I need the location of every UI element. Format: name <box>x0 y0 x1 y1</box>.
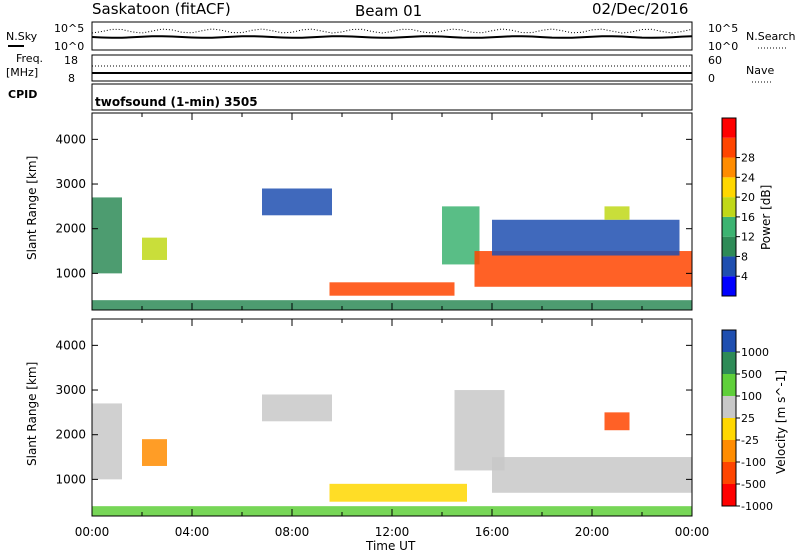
noise-tick-low-left: 10^0 <box>54 40 84 53</box>
velocity-region-1 <box>142 439 167 466</box>
y-tick-label-3: 4000 <box>55 132 86 146</box>
velocity-ylabel: Slant Range [km] <box>25 362 39 466</box>
station-title: Saskatoon (fitACF) <box>92 0 231 18</box>
noise-tick-high-right: 10^5 <box>708 22 738 35</box>
colorbar-swatch-5 <box>722 177 736 198</box>
power-ylabel: Slant Range [km] <box>25 156 39 260</box>
power-colorbar-label: Power [dB] <box>759 185 773 250</box>
power-axes: 1000 2000 3000 4000 <box>55 113 693 310</box>
velocity-region-5 <box>492 457 692 493</box>
noise-panel <box>91 21 693 51</box>
colorbar-swatch-3 <box>722 396 736 418</box>
freq-label: Freq. <box>16 52 43 65</box>
x-tick-label-3: 12:00 <box>375 525 410 539</box>
x-tick-label-0: 00:00 <box>75 525 110 539</box>
colorbar-swatch-8 <box>722 118 736 138</box>
y-tick-label-3: 4000 <box>55 338 86 352</box>
colorbar-tick-label-1: 8 <box>741 250 748 263</box>
colorbar-swatch-6 <box>722 157 736 178</box>
freq-tick-low: 8 <box>68 72 75 85</box>
x-axis-label: Time UT <box>365 539 416 553</box>
y-tick-label-1: 2000 <box>55 428 86 442</box>
velocity-colorbar: 1000 500 100 25 -25 -100 -500 -1000 <box>721 329 773 513</box>
x-tick-label-6: 00:00 <box>675 525 710 539</box>
colorbar-swatch-5 <box>722 440 736 462</box>
nsky-label: N.Sky <box>6 30 38 43</box>
nsearch-label: N.Search <box>746 30 796 43</box>
power-region-0 <box>92 197 122 274</box>
colorbar-tick-label-3: 16 <box>741 211 755 224</box>
nave-label: Nave <box>746 64 774 77</box>
x-tick-label-4: 16:00 <box>475 525 510 539</box>
colorbar-tick-label-5: -100 <box>741 456 766 469</box>
colorbar-tick-label-0: 1000 <box>741 346 769 359</box>
cpid-panel <box>91 83 693 111</box>
power-cells <box>92 188 692 310</box>
noise-tick-high-left: 10^5 <box>54 22 84 35</box>
freq-panel <box>91 54 693 82</box>
freq-unit: [MHz] <box>6 66 38 79</box>
power-region-3 <box>329 282 455 296</box>
x-tick-labels: 00:00 04:00 08:00 12:00 16:00 20:00 00:00 <box>75 525 710 539</box>
colorbar-frame <box>721 117 737 297</box>
velocity-axes: 1000 2000 3000 4000 <box>55 319 693 516</box>
colorbar-swatch-1 <box>722 352 736 374</box>
date-title: 02/Dec/2016 <box>592 0 688 18</box>
colorbar-swatch-7 <box>722 137 736 158</box>
colorbar-swatch-0 <box>722 330 736 352</box>
power-colorbar: 4 8 12 16 20 24 28 <box>721 117 755 297</box>
colorbar-swatch-1 <box>722 256 736 277</box>
velocity-region-6 <box>604 412 630 431</box>
power-region-7 <box>604 206 630 220</box>
velocity-colorbar-label: Velocity [m s^-1] <box>774 370 788 474</box>
x-tick-label-5: 20:00 <box>575 525 610 539</box>
colorbar-swatch-7 <box>722 484 736 506</box>
nave-tick-high: 60 <box>708 54 722 67</box>
power-region-5 <box>474 251 692 287</box>
velocity-region-0 <box>92 403 122 480</box>
velocity-cells <box>92 390 692 516</box>
nave-tick-low: 0 <box>708 72 715 85</box>
colorbar-swatch-2 <box>722 374 736 396</box>
colorbar-tick-label-6: 28 <box>741 152 755 165</box>
colorbar-swatch-0 <box>722 276 736 296</box>
colorbar-tick-label-2: 12 <box>741 231 755 244</box>
colorbar-swatch-6 <box>722 462 736 484</box>
freq-tick-high: 18 <box>64 54 78 67</box>
nsky-line <box>91 35 693 39</box>
power-region-2 <box>262 188 332 216</box>
power-region-1 <box>142 237 167 260</box>
colorbar-tick-label-5: 24 <box>741 171 755 184</box>
beam-title: Beam 01 <box>355 2 422 20</box>
power-region-4 <box>442 206 480 265</box>
colorbar-tick-label-6: -500 <box>741 478 766 491</box>
y-tick-label-2: 3000 <box>55 177 86 191</box>
y-tick-label-1: 2000 <box>55 222 86 236</box>
y-tick-label-0: 1000 <box>55 472 86 486</box>
colorbar-swatch-3 <box>722 216 736 237</box>
cpid-label: CPID <box>8 88 37 101</box>
colorbar-swatch-2 <box>722 236 736 257</box>
velocity-region-3 <box>329 483 467 502</box>
power-region-6 <box>492 219 680 256</box>
colorbar-tick-label-1: 500 <box>741 368 762 381</box>
x-tick-label-2: 08:00 <box>275 525 310 539</box>
nsearch-line <box>91 28 693 34</box>
y-tick-label-2: 3000 <box>55 383 86 397</box>
noise-tick-low-right: 10^0 <box>708 40 738 53</box>
colorbar-swatch-4 <box>722 197 736 217</box>
colorbar-tick-label-4: 20 <box>741 191 755 204</box>
velocity-region-2 <box>262 394 332 422</box>
colorbar-tick-label-2: 100 <box>741 390 762 403</box>
y-tick-label-0: 1000 <box>55 266 86 280</box>
x-tick-label-1: 04:00 <box>175 525 210 539</box>
colorbar-tick-label-7: -1000 <box>741 500 773 513</box>
colorbar-tick-label-0: 4 <box>741 270 748 283</box>
colorbar-tick-label-4: -25 <box>741 434 759 447</box>
colorbar-tick-label-3: 25 <box>741 412 755 425</box>
colorbar-swatch-4 <box>722 418 736 440</box>
cpid-program: twofsound (1-min) 3505 <box>95 95 258 109</box>
